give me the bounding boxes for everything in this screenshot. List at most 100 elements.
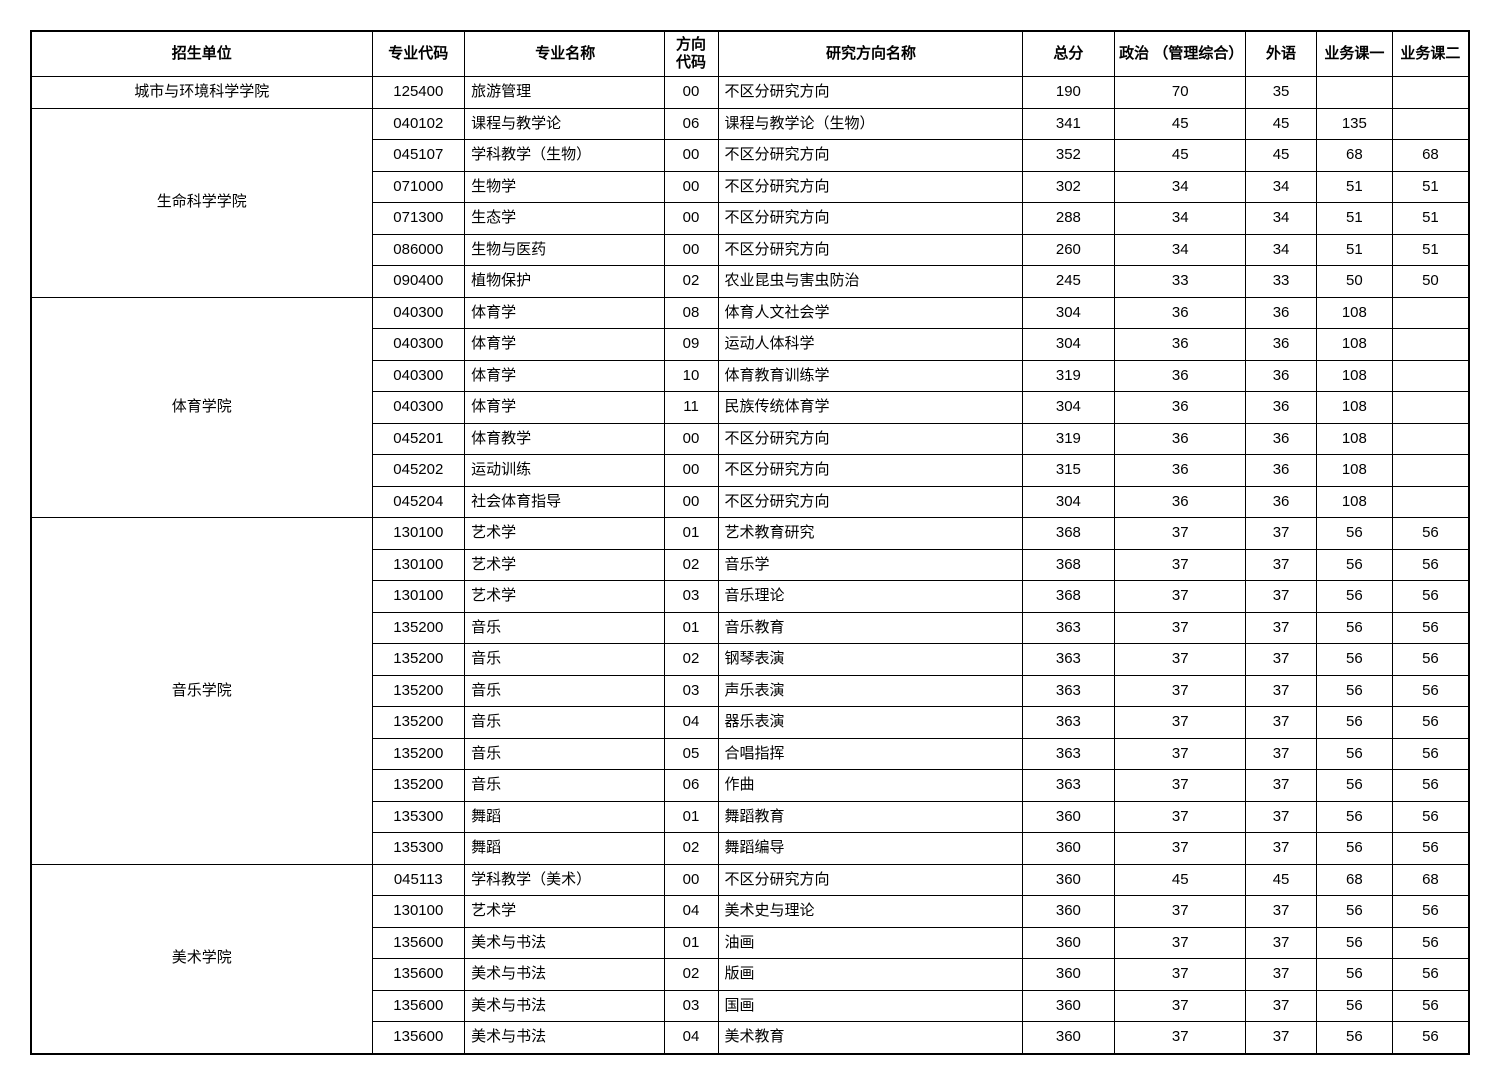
cell-pol: 37: [1115, 896, 1246, 928]
cell-c2: [1392, 108, 1469, 140]
cell-pol: 37: [1115, 518, 1246, 550]
cell-total: 360: [1022, 801, 1115, 833]
cell-major: 学科教学（生物）: [465, 140, 664, 172]
cell-dirname: 不区分研究方向: [718, 864, 1022, 896]
col-header-code: 专业代码: [372, 31, 465, 77]
cell-major: 体育教学: [465, 423, 664, 455]
cell-major: 美术与书法: [465, 927, 664, 959]
cell-pol: 36: [1115, 423, 1246, 455]
cell-fl: 45: [1246, 108, 1317, 140]
cell-pol: 36: [1115, 455, 1246, 487]
cell-dircode: 00: [664, 455, 718, 487]
cell-fl: 37: [1246, 990, 1317, 1022]
cell-dircode: 00: [664, 171, 718, 203]
cell-c1: 51: [1316, 171, 1392, 203]
cell-c1: 108: [1316, 392, 1392, 424]
cell-fl: 36: [1246, 329, 1317, 361]
cell-dirname: 声乐表演: [718, 675, 1022, 707]
cell-dircode: 09: [664, 329, 718, 361]
cell-fl: 36: [1246, 297, 1317, 329]
cell-dirname: 油画: [718, 927, 1022, 959]
cell-major: 音乐: [465, 738, 664, 770]
cell-total: 260: [1022, 234, 1115, 266]
cell-major: 美术与书法: [465, 959, 664, 991]
cell-major: 课程与教学论: [465, 108, 664, 140]
cell-c1: 56: [1316, 549, 1392, 581]
cell-major: 音乐: [465, 612, 664, 644]
cell-total: 363: [1022, 738, 1115, 770]
cell-c2: 56: [1392, 738, 1469, 770]
cell-total: 368: [1022, 581, 1115, 613]
cell-code: 045113: [372, 864, 465, 896]
cell-total: 288: [1022, 203, 1115, 235]
cell-total: 368: [1022, 518, 1115, 550]
cell-dirname: 体育教育训练学: [718, 360, 1022, 392]
cell-dirname: 不区分研究方向: [718, 455, 1022, 487]
cell-c1: 108: [1316, 329, 1392, 361]
cell-c1: 50: [1316, 266, 1392, 298]
table-row: 城市与环境科学学院125400旅游管理00不区分研究方向1907035: [31, 77, 1469, 109]
cell-c1: 135: [1316, 108, 1392, 140]
cell-dircode: 00: [664, 77, 718, 109]
cell-code: 086000: [372, 234, 465, 266]
cell-total: 363: [1022, 644, 1115, 676]
cell-pol: 37: [1115, 801, 1246, 833]
cell-c1: 56: [1316, 896, 1392, 928]
cell-dirname: 音乐理论: [718, 581, 1022, 613]
cell-dirname: 不区分研究方向: [718, 140, 1022, 172]
table-row: 生命科学学院040102课程与教学论06课程与教学论（生物）3414545135: [31, 108, 1469, 140]
cell-dirname: 不区分研究方向: [718, 77, 1022, 109]
cell-c2: 56: [1392, 644, 1469, 676]
cell-pol: 34: [1115, 203, 1246, 235]
cell-pol: 36: [1115, 360, 1246, 392]
cell-major: 植物保护: [465, 266, 664, 298]
cell-dirname: 不区分研究方向: [718, 486, 1022, 518]
cell-dirname: 体育人文社会学: [718, 297, 1022, 329]
cell-c2: [1392, 77, 1469, 109]
cell-c1: 56: [1316, 959, 1392, 991]
cell-major: 艺术学: [465, 549, 664, 581]
table-row: 美术学院045113学科教学（美术）00不区分研究方向36045456868: [31, 864, 1469, 896]
cell-pol: 37: [1115, 959, 1246, 991]
cell-pol: 37: [1115, 549, 1246, 581]
cell-dirname: 美术史与理论: [718, 896, 1022, 928]
table-body: 城市与环境科学学院125400旅游管理00不区分研究方向1907035生命科学学…: [31, 77, 1469, 1054]
cell-dirname: 不区分研究方向: [718, 234, 1022, 266]
cell-pol: 37: [1115, 770, 1246, 802]
cell-major: 旅游管理: [465, 77, 664, 109]
cell-c1: 56: [1316, 738, 1392, 770]
cell-c2: 56: [1392, 549, 1469, 581]
cell-code: 135200: [372, 770, 465, 802]
cell-c2: [1392, 360, 1469, 392]
cell-dircode: 03: [664, 581, 718, 613]
cell-code: 045201: [372, 423, 465, 455]
cell-c2: 56: [1392, 707, 1469, 739]
cell-dirname: 美术教育: [718, 1022, 1022, 1054]
table-row: 体育学院040300体育学08体育人文社会学3043636108: [31, 297, 1469, 329]
cell-dirname: 舞蹈编导: [718, 833, 1022, 865]
cell-pol: 45: [1115, 140, 1246, 172]
cell-c2: 56: [1392, 612, 1469, 644]
cell-c1: 56: [1316, 1022, 1392, 1054]
cell-major: 音乐: [465, 644, 664, 676]
cell-c2: [1392, 486, 1469, 518]
cell-code: 040300: [372, 329, 465, 361]
cell-dirname: 不区分研究方向: [718, 203, 1022, 235]
cell-total: 319: [1022, 360, 1115, 392]
cell-dirname: 民族传统体育学: [718, 392, 1022, 424]
cell-fl: 45: [1246, 864, 1317, 896]
cell-code: 125400: [372, 77, 465, 109]
cell-code: 071300: [372, 203, 465, 235]
cell-fl: 34: [1246, 234, 1317, 266]
cell-pol: 37: [1115, 644, 1246, 676]
cell-c2: 56: [1392, 927, 1469, 959]
cell-fl: 37: [1246, 581, 1317, 613]
cell-major: 舞蹈: [465, 801, 664, 833]
cell-fl: 37: [1246, 707, 1317, 739]
cell-c2: 51: [1392, 171, 1469, 203]
cell-fl: 35: [1246, 77, 1317, 109]
cell-dirname: 国画: [718, 990, 1022, 1022]
cell-fl: 33: [1246, 266, 1317, 298]
cell-c1: 56: [1316, 833, 1392, 865]
cell-code: 130100: [372, 549, 465, 581]
